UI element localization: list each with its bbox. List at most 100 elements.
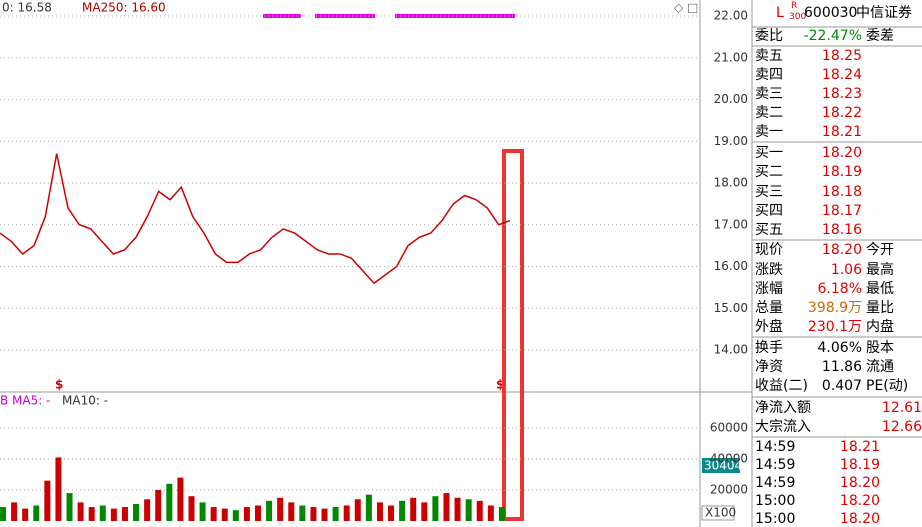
- book-price: 18.23: [821, 86, 862, 102]
- price-tick-label: 22.00: [714, 9, 748, 23]
- tick-price: 18.19: [839, 457, 880, 473]
- stat-label: 总量: [755, 300, 783, 316]
- toolbar-icons[interactable]: ◇ □: [674, 1, 698, 15]
- volume-bar: [354, 499, 361, 521]
- scale-label: X100: [705, 506, 736, 520]
- volume-bar: [443, 493, 450, 521]
- volume-bar: [55, 457, 62, 521]
- volume-bar: [11, 502, 18, 521]
- book-price: 18.18: [821, 184, 862, 200]
- price-tick-label: 20.00: [714, 92, 748, 106]
- volume-bar: [110, 508, 117, 521]
- book-label: 卖三: [755, 86, 783, 102]
- volume-bar: [376, 502, 383, 521]
- volume-bar: [399, 500, 406, 521]
- row-value: -22.47%: [803, 28, 862, 44]
- flow-value: 12.61: [881, 400, 922, 416]
- stat-tail: 最高: [866, 262, 894, 278]
- r-sub: 300: [789, 12, 807, 22]
- stat-tail: 今开: [866, 242, 894, 258]
- book-label: 买五: [755, 222, 783, 238]
- fund-tail: 流通: [866, 359, 894, 375]
- current-volume: 30404: [704, 459, 742, 473]
- fund-label: 收益(二): [755, 378, 808, 394]
- volume-ma5: MA5: -: [12, 394, 50, 408]
- volume-b: B: [0, 394, 8, 408]
- volume-bar: [255, 505, 261, 521]
- volume-bar: [44, 480, 51, 521]
- row-tail: 委差: [866, 28, 894, 44]
- flow-label: 大宗流入: [755, 419, 811, 435]
- stat-value: 18.20: [821, 242, 862, 258]
- price-tick-label: 14.00: [714, 343, 748, 357]
- signal-mark: $: [496, 378, 504, 392]
- volume-tick-label: 20000: [710, 483, 748, 497]
- price-tick-label: 15.00: [714, 301, 748, 315]
- r-mark: R: [791, 1, 798, 11]
- highlight-box: [502, 149, 524, 521]
- book-price: 18.21: [821, 124, 862, 140]
- stat-value: 230.1万: [807, 319, 862, 335]
- fund-value: 0.407: [821, 378, 862, 394]
- volume-bar: [498, 507, 505, 521]
- stat-value: 398.9万: [807, 300, 862, 316]
- volume-bar: [487, 505, 494, 521]
- tick-price: 18.20: [839, 475, 880, 491]
- stat-label: 外盘: [755, 319, 783, 335]
- book-label: 卖五: [755, 48, 783, 64]
- volume-bar: [277, 497, 284, 521]
- volume-bar: [476, 500, 483, 521]
- book-label: 买一: [755, 145, 783, 161]
- volume-bar: [365, 494, 372, 521]
- volume-bar: [410, 497, 417, 521]
- volume-bar: [166, 483, 173, 521]
- book-label: 买三: [755, 184, 783, 200]
- volume-bar: [465, 499, 472, 521]
- book-price: 18.25: [821, 48, 862, 64]
- fund-value: 4.06%: [817, 340, 862, 356]
- volume-bar: [177, 477, 184, 521]
- book-label: 卖一: [755, 124, 783, 140]
- price-tick-label: 21.00: [714, 50, 748, 64]
- book-price: 18.20: [821, 145, 862, 161]
- book-label: 买四: [755, 203, 783, 219]
- ma-header: MA250: 16.60: [82, 1, 166, 15]
- volume-bar: [343, 505, 350, 521]
- volume-bar: [454, 497, 461, 521]
- volume-bar: [232, 510, 239, 521]
- volume-bar: [22, 508, 29, 521]
- stat-tail: 量比: [866, 300, 894, 316]
- tick-price: 18.20: [839, 511, 880, 527]
- book-label: 卖四: [755, 67, 783, 83]
- volume-bar: [77, 502, 84, 521]
- book-price: 18.19: [821, 164, 862, 180]
- tick-time: 14:59: [755, 439, 796, 455]
- price-tick-label: 18.00: [714, 176, 748, 190]
- volume-bar: [133, 503, 140, 521]
- volume-bar: [243, 507, 250, 521]
- stat-value: 1.06: [830, 262, 862, 278]
- book-price: 18.24: [821, 67, 862, 83]
- stock-name: 中信证券: [856, 5, 912, 21]
- prev-label: 0: 16.58: [2, 1, 52, 15]
- fund-tail: PE(动): [866, 378, 909, 394]
- price-tick-label: 19.00: [714, 134, 748, 148]
- volume-tick-label: 40000: [710, 452, 748, 466]
- book-price: 18.16: [821, 222, 862, 238]
- volume-tick-label: 60000: [710, 421, 748, 435]
- volume-bar: [199, 502, 206, 521]
- volume-bar: [388, 505, 395, 521]
- volume-bar: [99, 505, 106, 521]
- tick-price: 18.20: [839, 493, 880, 509]
- volume-bar: [266, 500, 273, 521]
- fund-value: 11.86: [821, 359, 862, 375]
- volume-bar: [310, 507, 317, 521]
- price-tick-label: 17.00: [714, 217, 748, 231]
- volume-bar: [33, 505, 40, 521]
- tick-time: 15:00: [755, 511, 796, 527]
- fund-label: 换手: [755, 340, 783, 356]
- stat-value: 6.18%: [817, 281, 862, 297]
- volume-bar: [332, 507, 339, 521]
